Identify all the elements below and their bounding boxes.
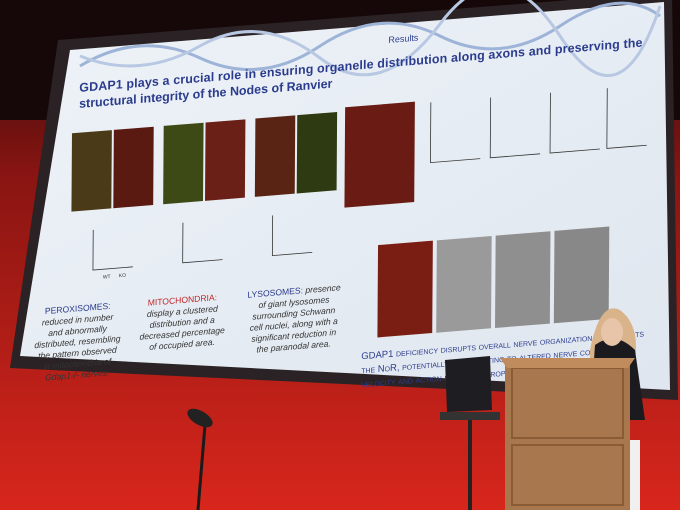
group-label: KO [119, 273, 126, 280]
image-panels [71, 101, 610, 338]
podium [500, 358, 635, 510]
caption: LYSOSOMES: presence [247, 282, 340, 300]
section-label: Results [388, 33, 418, 45]
dna-strand [79, 0, 662, 78]
caption-line: and abnormally [48, 323, 107, 338]
caption-line: presence [304, 282, 341, 295]
monitor [440, 356, 500, 510]
group-label: WT [103, 274, 111, 281]
plots [92, 88, 647, 271]
microphone-stand [187, 408, 213, 510]
caption-heading: LYSOSOMES: [247, 286, 303, 300]
